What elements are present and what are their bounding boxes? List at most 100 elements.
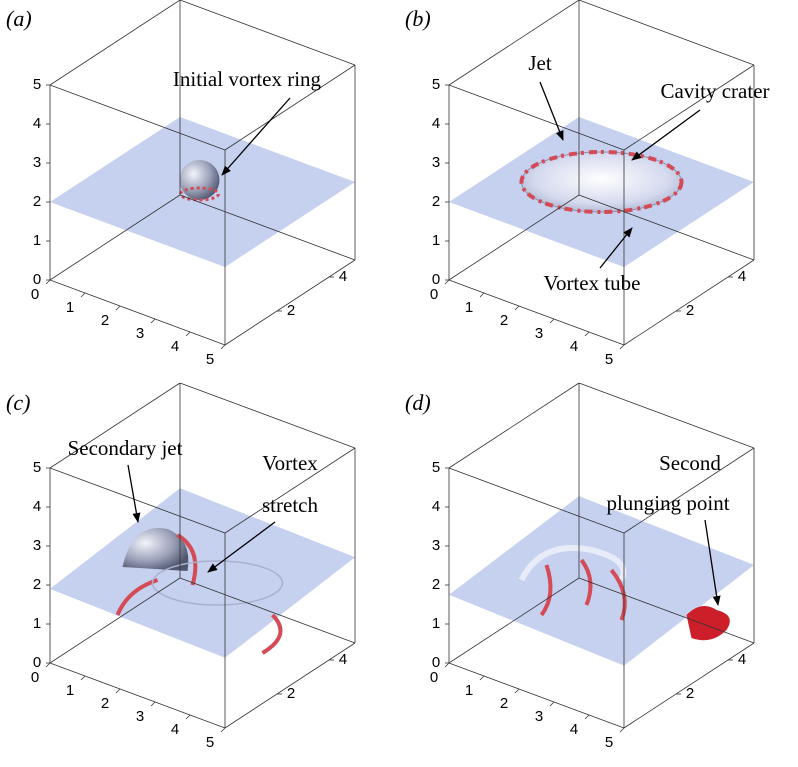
tick-mark (221, 345, 225, 349)
z-tick-label: 3 (33, 537, 41, 554)
x-tick-label: 3 (535, 325, 543, 342)
tick-mark (480, 676, 484, 680)
annotation: Secondary jet (68, 436, 183, 460)
panel-label: (b) (405, 6, 431, 31)
droplet (180, 160, 220, 200)
tick-mark (46, 280, 50, 284)
x-tick-label: 1 (465, 299, 473, 316)
box-edge (449, 383, 579, 468)
z-tick-label: 3 (432, 154, 440, 171)
annotation: Vortex tube (543, 271, 640, 295)
x-tick-label: 2 (101, 312, 109, 329)
z-tick-label: 0 (33, 654, 41, 671)
z-tick-label: 1 (33, 615, 41, 632)
z-tick-label: 5 (33, 76, 41, 93)
tick-mark (81, 293, 85, 297)
box-edge (449, 0, 579, 85)
z-tick-label: 5 (33, 459, 41, 476)
tick-mark (46, 663, 50, 667)
tick-mark (116, 689, 120, 693)
x-tick-label: 2 (500, 695, 508, 712)
x-tick-label: 5 (206, 734, 214, 751)
surfaces (50, 117, 754, 666)
annotation: Vortex (262, 451, 318, 475)
z-tick-label: 2 (432, 576, 440, 593)
z-tick-label: 4 (33, 115, 41, 132)
box-edge (50, 0, 180, 85)
x-tick-label: 0 (430, 669, 438, 686)
y-tick-label: 4 (738, 268, 746, 285)
z-tick-label: 1 (33, 232, 41, 249)
y-tick-label: 2 (287, 302, 295, 319)
arrow (128, 465, 138, 522)
box-edge (180, 383, 355, 448)
z-tick-label: 2 (33, 193, 41, 210)
x-tick-label: 1 (465, 682, 473, 699)
x-tick-label: 4 (570, 721, 578, 738)
z-tick-label: 3 (33, 154, 41, 171)
tick-mark (585, 332, 589, 336)
x-tick-label: 0 (430, 286, 438, 303)
tick-mark (550, 702, 554, 706)
tick-mark (186, 332, 190, 336)
x-tick-label: 2 (101, 695, 109, 712)
tick-mark (585, 715, 589, 719)
tick-mark (515, 306, 519, 310)
x-tick-label: 2 (500, 312, 508, 329)
annotation: Jet (528, 51, 551, 75)
annotation: plunging point (606, 491, 729, 515)
annotation: Second (659, 451, 721, 475)
x-tick-label: 5 (206, 351, 214, 368)
x-tick-label: 3 (136, 708, 144, 725)
y-tick-label: 4 (738, 651, 746, 668)
x-tick-label: 5 (605, 734, 613, 751)
tick-mark (620, 728, 624, 732)
z-tick-label: 3 (432, 537, 440, 554)
tick-mark (445, 663, 449, 667)
z-tick-label: 4 (432, 115, 440, 132)
y-tick-label: 4 (339, 651, 347, 668)
box-edge (624, 65, 754, 150)
x-tick-label: 0 (31, 286, 39, 303)
plunging-vortex (687, 606, 730, 640)
box-edge (180, 0, 355, 65)
y-tick-label: 4 (339, 268, 347, 285)
x-tick-label: 5 (605, 351, 613, 368)
z-tick-label: 4 (33, 498, 41, 515)
tick-mark (620, 345, 624, 349)
tick-mark (81, 676, 85, 680)
tick-mark (515, 689, 519, 693)
panel-label: (a) (6, 6, 32, 31)
box-edge (579, 0, 754, 65)
x-tick-label: 4 (570, 338, 578, 355)
z-tick-label: 5 (432, 76, 440, 93)
box-edge (50, 85, 225, 150)
tick-mark (186, 715, 190, 719)
x-tick-label: 4 (171, 721, 179, 738)
box-edge (449, 85, 624, 150)
z-tick-label: 2 (33, 576, 41, 593)
panel-label: (d) (405, 390, 431, 415)
tick-mark (116, 306, 120, 310)
x-tick-label: 3 (535, 708, 543, 725)
box-edge (449, 468, 624, 533)
annotation: stretch (262, 493, 318, 517)
figure: 0 1 2 3 4 5 2 4 0 1 2 3 4 5 0 1 2 3 4 5 2 4 0 1 2 3 4 5 0 1 2 3 4 5 2 4 0 1 2 3… (0, 0, 798, 767)
z-tick-label: 4 (432, 498, 440, 515)
free-surface (449, 496, 754, 665)
z-tick-label: 2 (432, 193, 440, 210)
box-edge (579, 383, 754, 448)
tick-mark (480, 293, 484, 297)
tick-mark (151, 319, 155, 323)
tick-mark (445, 280, 449, 284)
z-tick-label: 0 (33, 271, 41, 288)
y-tick-label: 2 (686, 685, 694, 702)
annotation: Initial vortex ring (173, 67, 322, 91)
tick-mark (550, 319, 554, 323)
y-tick-label: 2 (287, 685, 295, 702)
panel-label: (c) (6, 390, 30, 415)
z-tick-label: 0 (432, 271, 440, 288)
x-tick-label: 1 (66, 682, 74, 699)
tick-mark (151, 702, 155, 706)
x-tick-label: 1 (66, 299, 74, 316)
